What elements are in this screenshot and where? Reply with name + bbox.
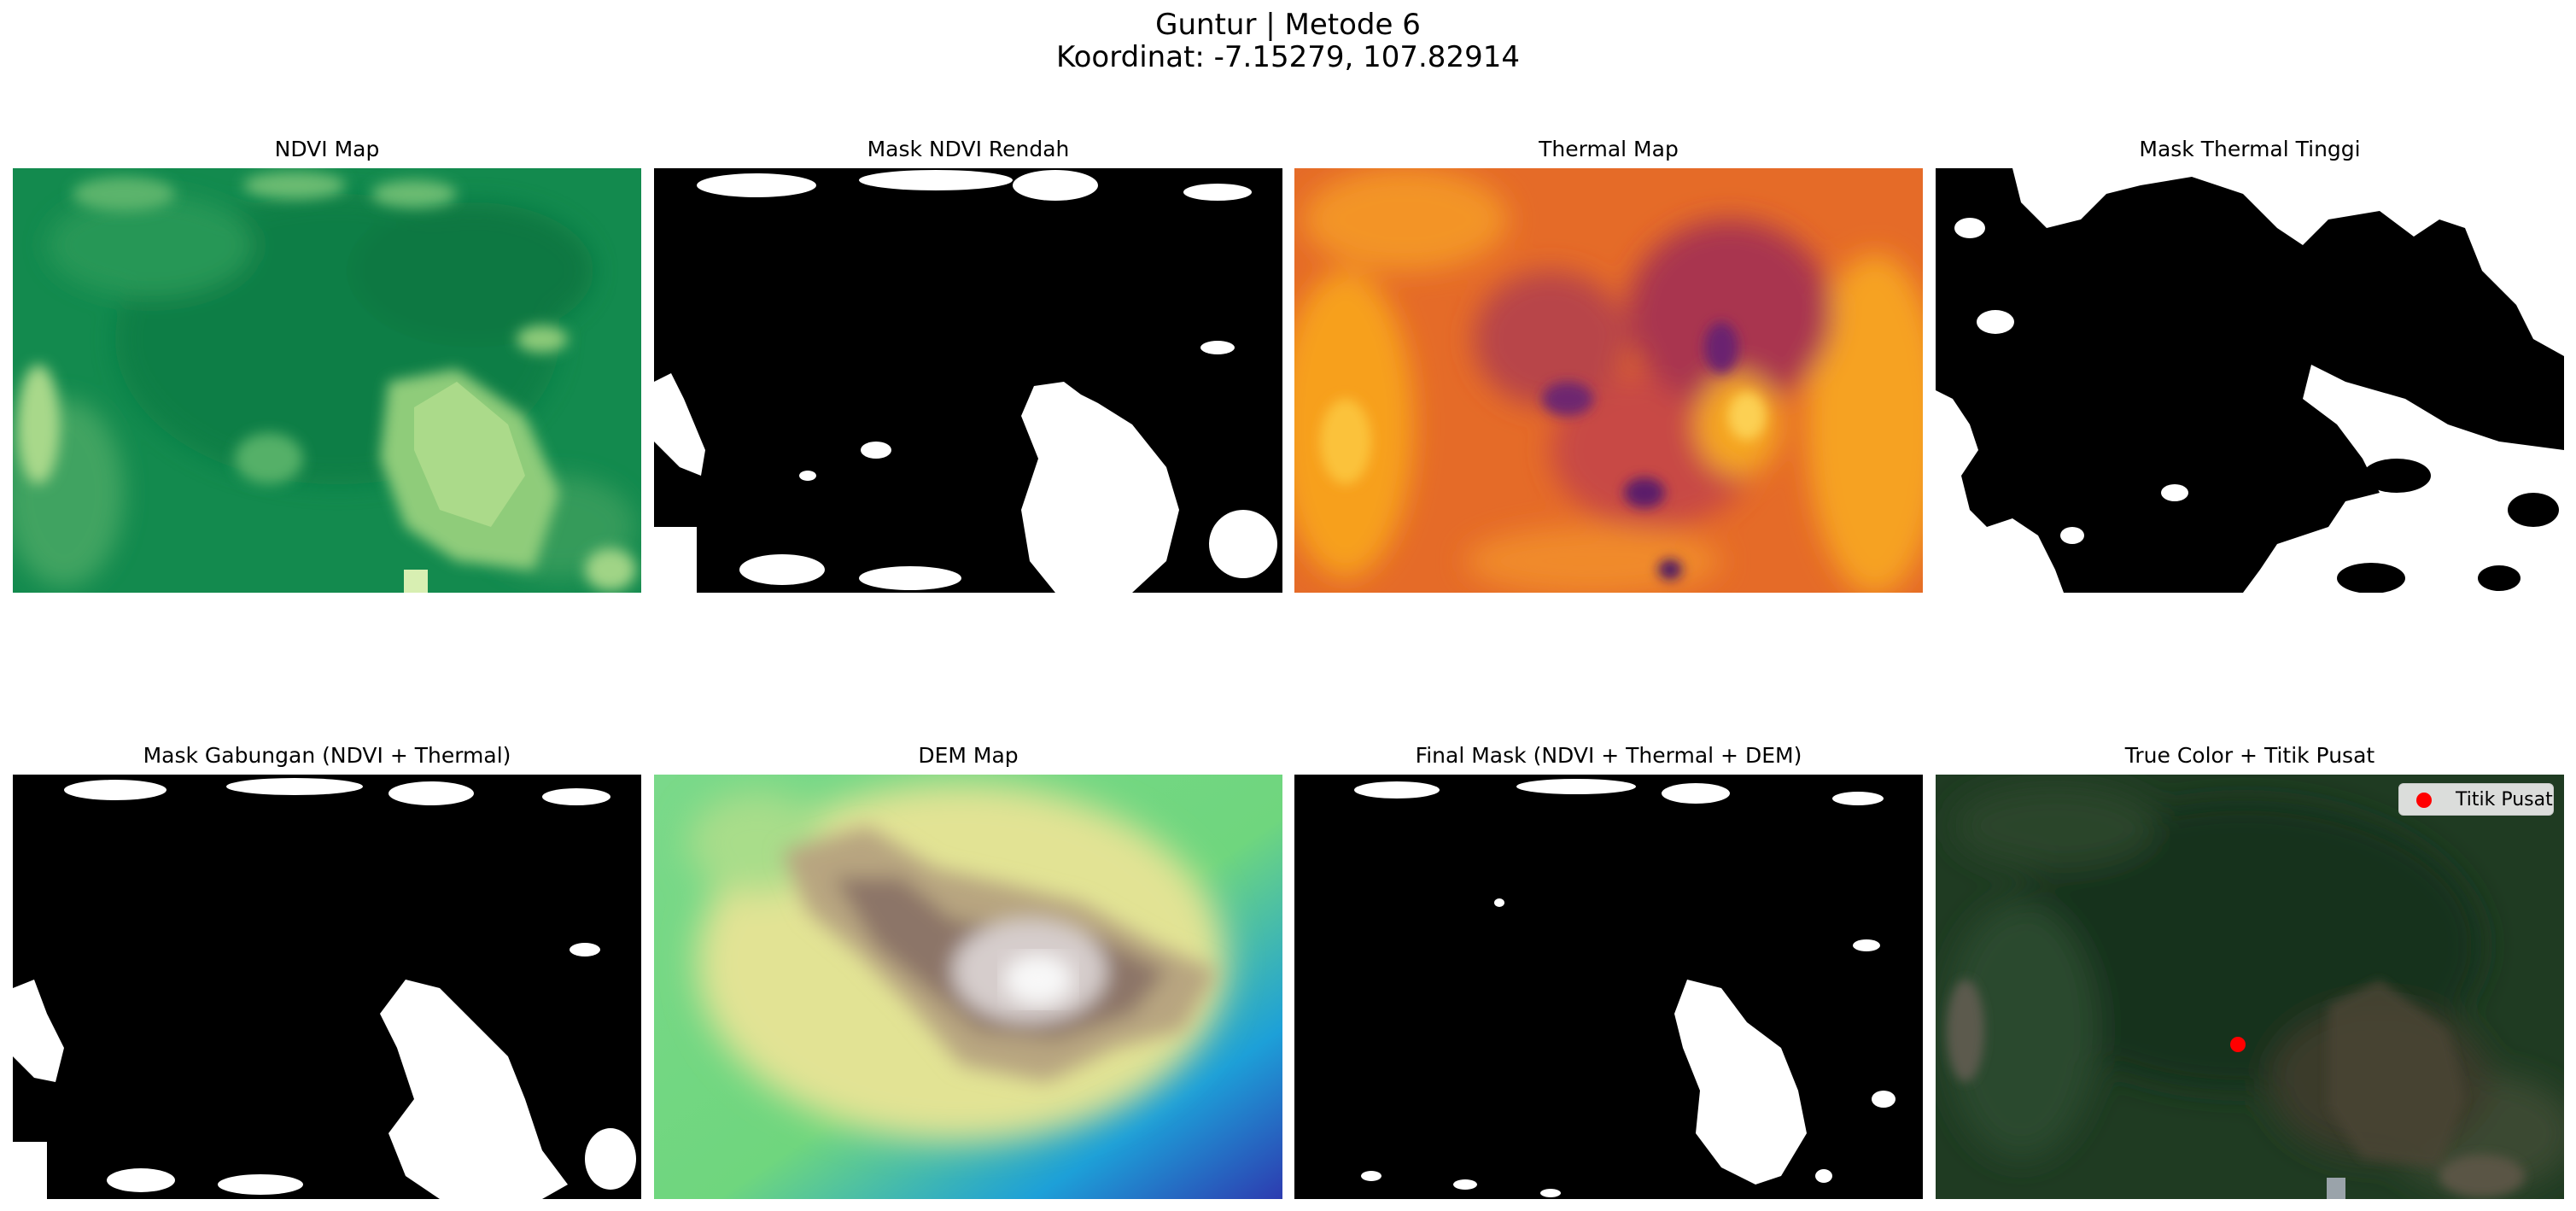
center-point-marker xyxy=(2230,1037,2246,1052)
legend-label: Titik Pusat xyxy=(2456,789,2553,810)
legend-marker-icon xyxy=(2416,793,2432,808)
legend: Titik Pusat xyxy=(2398,783,2554,816)
mask-ndvi-rendah-image xyxy=(654,168,1282,593)
panel-title-mask-gabungan: Mask Gabungan (NDVI + Thermal) xyxy=(143,743,511,768)
true-color-image xyxy=(1936,775,2564,1199)
ndvi-map-image xyxy=(13,168,641,593)
figure-subtitle: Koordinat: -7.15279, 107.82914 xyxy=(1056,40,1520,74)
figure-title: Guntur | Metode 6 xyxy=(1155,8,1421,42)
thermal-map-image xyxy=(1294,168,1923,593)
panel-title-mask-ndvi-rendah: Mask NDVI Rendah xyxy=(867,137,1070,161)
mask-gabungan-image xyxy=(13,775,641,1199)
dem-map-image xyxy=(654,775,1282,1199)
panel-title-true-color: True Color + Titik Pusat xyxy=(2124,743,2375,768)
final-mask-image xyxy=(1294,775,1923,1199)
panel-title-ndvi-map: NDVI Map xyxy=(274,137,380,161)
panel-title-thermal-map: Thermal Map xyxy=(1539,137,1679,161)
mask-thermal-tinggi-image xyxy=(1936,168,2564,593)
panel-title-dem-map: DEM Map xyxy=(918,743,1019,768)
panel-title-mask-thermal-tinggi: Mask Thermal Tinggi xyxy=(2139,137,2361,161)
panel-title-final-mask: Final Mask (NDVI + Thermal + DEM) xyxy=(1415,743,1802,768)
